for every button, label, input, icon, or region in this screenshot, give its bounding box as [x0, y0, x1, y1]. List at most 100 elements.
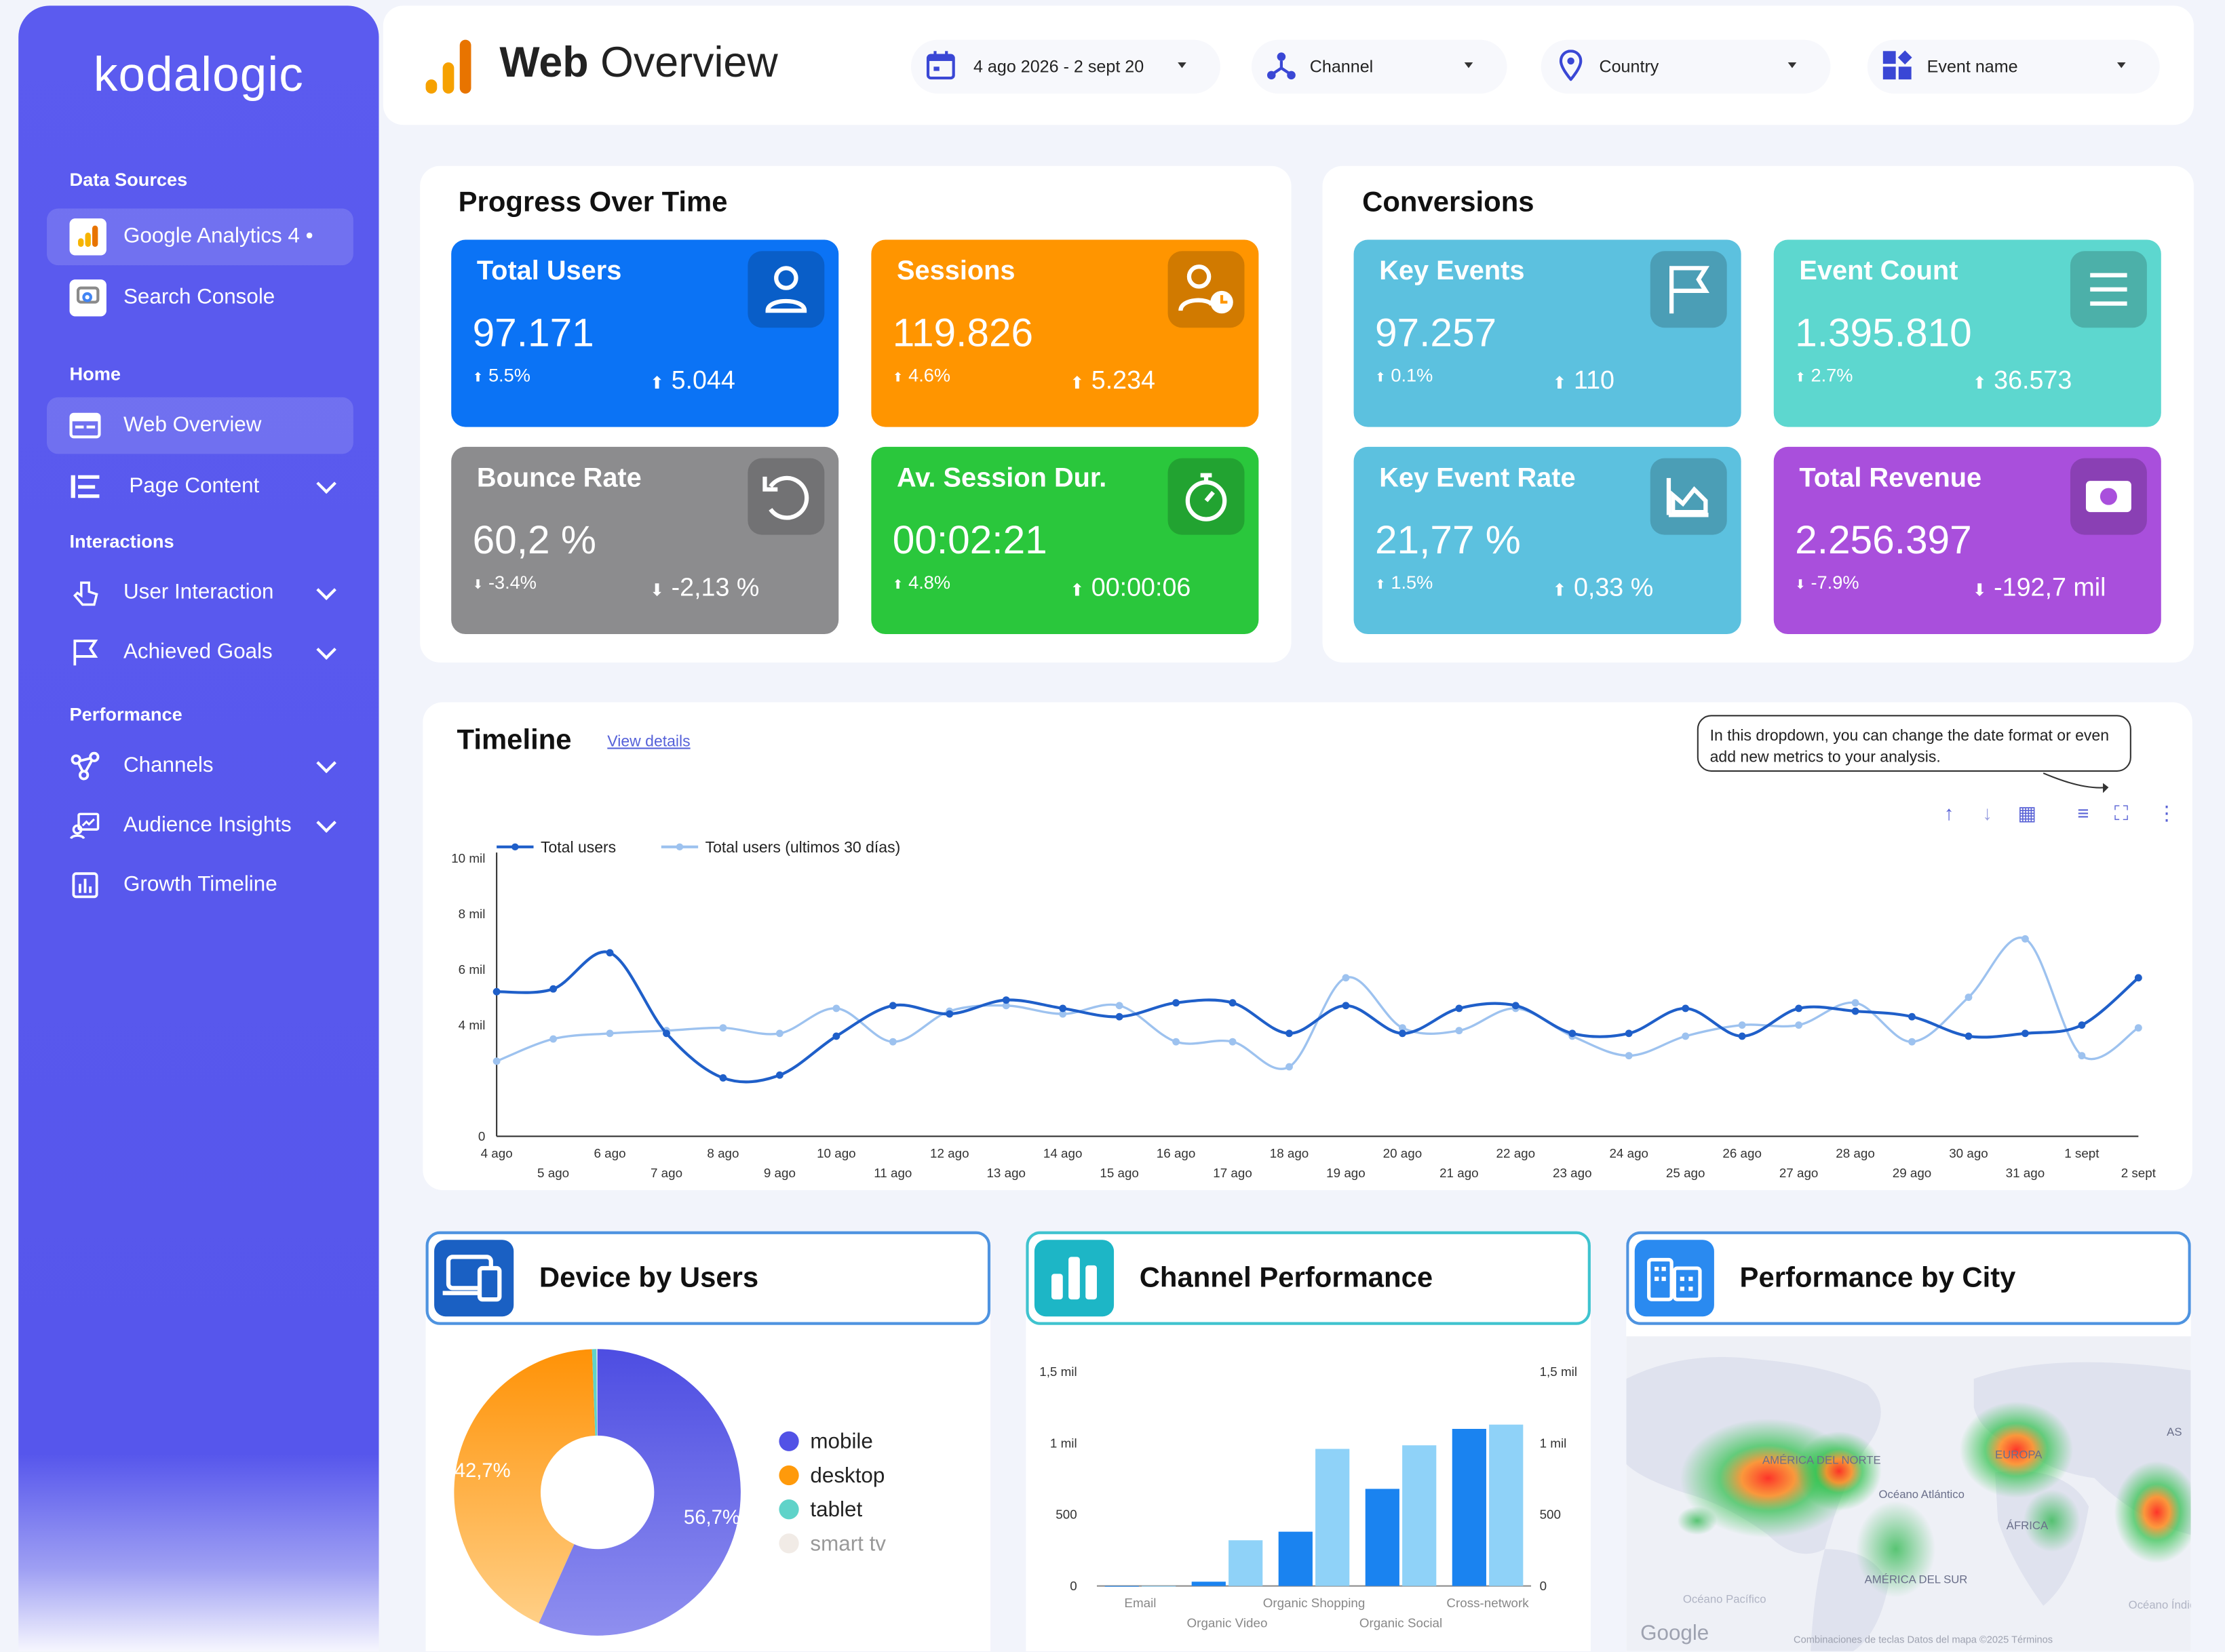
chart-type-icon[interactable]: ▦ [2017, 801, 2037, 825]
data-point[interactable] [719, 1024, 727, 1032]
pie-legend-item[interactable]: desktop [779, 1464, 885, 1488]
bar[interactable] [1142, 1586, 1176, 1587]
data-point[interactable] [1002, 1002, 1010, 1010]
data-point[interactable] [2134, 1024, 2142, 1032]
data-point[interactable] [1228, 999, 1237, 1007]
sort-ascending-icon[interactable]: ↑ [1943, 801, 1954, 825]
chevron-down-icon[interactable] [316, 812, 336, 833]
bar[interactable] [1452, 1429, 1486, 1586]
chevron-down-icon[interactable] [316, 580, 336, 600]
data-point[interactable] [2021, 935, 2029, 943]
sidebar-item-web-overview[interactable]: Web Overview [47, 397, 353, 454]
data-point[interactable] [1002, 996, 1010, 1004]
kpi-card-key-events[interactable]: Key Events 97.257 ⬆ 0.1% ⬆ 110 [1353, 239, 1741, 427]
data-point[interactable] [1738, 1021, 1746, 1029]
data-point[interactable] [1625, 1052, 1633, 1060]
chevron-down-icon[interactable] [316, 473, 336, 494]
data-point[interactable] [1342, 1002, 1350, 1010]
pie-slice-smart-tv[interactable] [596, 1349, 598, 1436]
data-point[interactable] [1738, 1032, 1746, 1040]
data-point[interactable] [1795, 1004, 1803, 1012]
bar[interactable] [1228, 1540, 1263, 1586]
data-point[interactable] [1625, 1029, 1633, 1038]
data-point[interactable] [1851, 1007, 1859, 1015]
kpi-card-bounce-rate[interactable]: Bounce Rate 60,2 % ⬇ -3.4% ⬇ -2,13 % [451, 446, 839, 635]
pie-slice-mobile[interactable] [539, 1349, 741, 1636]
event-name-filter[interactable]: Event name [1867, 39, 2160, 94]
data-point[interactable] [549, 985, 558, 993]
view-details-link[interactable]: View details [607, 733, 691, 751]
sidebar-item-achieved-goals[interactable]: Achieved Goals [47, 624, 353, 681]
data-point[interactable] [549, 1035, 558, 1043]
data-point[interactable] [2078, 1021, 2086, 1029]
data-point[interactable] [1795, 1021, 1803, 1029]
bar[interactable] [1365, 1489, 1399, 1586]
data-point[interactable] [2134, 974, 2142, 982]
bar[interactable] [1402, 1445, 1437, 1586]
chevron-down-icon[interactable] [316, 640, 336, 660]
data-point[interactable] [2078, 1052, 2086, 1060]
data-point[interactable] [492, 987, 501, 996]
data-point[interactable] [606, 949, 614, 957]
bar[interactable] [1104, 1586, 1139, 1587]
data-point[interactable] [832, 1032, 840, 1040]
data-point[interactable] [1115, 1012, 1123, 1021]
data-point[interactable] [606, 1029, 614, 1038]
data-point[interactable] [1455, 1027, 1463, 1035]
data-point[interactable] [1851, 999, 1859, 1007]
data-point[interactable] [832, 1004, 840, 1012]
pie-slice-desktop[interactable] [454, 1349, 596, 1624]
city-heatmap[interactable]: AMÉRICA DEL NORTE EUROPA Océano Atlántic… [1626, 1336, 2191, 1651]
kpi-card-total-revenue[interactable]: Total Revenue 2.256.397 ⬇ -7.9% ⬇ -192,7 mi… [1773, 446, 2161, 635]
data-point[interactable] [889, 1038, 897, 1046]
data-point[interactable] [1059, 1010, 1067, 1018]
channel-filter[interactable]: Channel [1251, 39, 1507, 94]
source-search-console[interactable]: Search Console [47, 269, 353, 326]
data-point[interactable] [1398, 1029, 1406, 1038]
more-options-icon[interactable]: ⋮ [2156, 801, 2177, 825]
sidebar-item-growth-timeline[interactable]: Growth Timeline [47, 857, 353, 913]
data-point[interactable] [1115, 1002, 1123, 1010]
data-point[interactable] [1568, 1029, 1576, 1038]
pie-legend-item[interactable]: smart tv [779, 1532, 886, 1556]
chevron-down-icon[interactable] [316, 753, 336, 774]
country-filter[interactable]: Country [1541, 39, 1831, 94]
data-point[interactable] [1285, 1063, 1293, 1071]
data-point[interactable] [775, 1071, 783, 1079]
data-point[interactable] [1965, 994, 1973, 1001]
source-google-analytics[interactable]: Google Analytics 4 • [47, 208, 353, 266]
data-point[interactable] [1682, 1032, 1690, 1040]
kpi-card-total-users[interactable]: Total Users 97.171 ⬆ 5.5% ⬆ 5.044 [451, 239, 839, 427]
date-range-filter[interactable]: 4 ago 2026 - 2 sept 20 [910, 39, 1220, 94]
data-point[interactable] [1682, 1004, 1690, 1012]
data-point[interactable] [1285, 1029, 1293, 1038]
data-point[interactable] [1342, 974, 1350, 982]
data-point[interactable] [1172, 1038, 1180, 1046]
data-point[interactable] [946, 1010, 954, 1018]
kpi-card-key-event-rate[interactable]: Key Event Rate 21,77 % ⬆ 1.5% ⬆ 0,33 % [1353, 446, 1741, 635]
sidebar-item-page-content[interactable]: Page Content [47, 458, 353, 515]
data-point[interactable] [1908, 1038, 1916, 1046]
data-point[interactable] [1511, 1002, 1520, 1010]
fullscreen-icon[interactable]: ⛶ [2114, 801, 2129, 825]
pie-legend-item[interactable]: mobile [779, 1430, 873, 1454]
kpi-card-sessions[interactable]: Sessions 119.826 ⬆ 4.6% ⬆ 5.234 [871, 239, 1259, 427]
sidebar-item-channels[interactable]: Channels [47, 738, 353, 795]
data-point[interactable] [1908, 1012, 1916, 1021]
data-point[interactable] [889, 1002, 897, 1010]
pie-legend-item[interactable]: tablet [779, 1498, 862, 1522]
data-point[interactable] [1965, 1032, 1973, 1040]
bar[interactable] [1278, 1531, 1313, 1586]
kpi-card-av-session-dur[interactable]: Av. Session Dur. 00:02:21 ⬆ 4.8% ⬆ 00:00:06 [871, 446, 1259, 635]
sidebar-item-user-interaction[interactable]: User Interaction [47, 565, 353, 622]
data-point[interactable] [492, 1057, 501, 1065]
sidebar-item-audience-insights[interactable]: Audience Insights [47, 798, 353, 854]
data-point[interactable] [1398, 1024, 1406, 1032]
pie-slice-tablet[interactable] [592, 1349, 598, 1436]
data-point[interactable] [663, 1029, 670, 1038]
bar[interactable] [1489, 1424, 1524, 1586]
sort-descending-icon[interactable]: ↓ [1982, 801, 1992, 825]
bar[interactable] [1315, 1449, 1350, 1586]
data-point[interactable] [775, 1029, 783, 1038]
data-point[interactable] [1228, 1038, 1237, 1046]
